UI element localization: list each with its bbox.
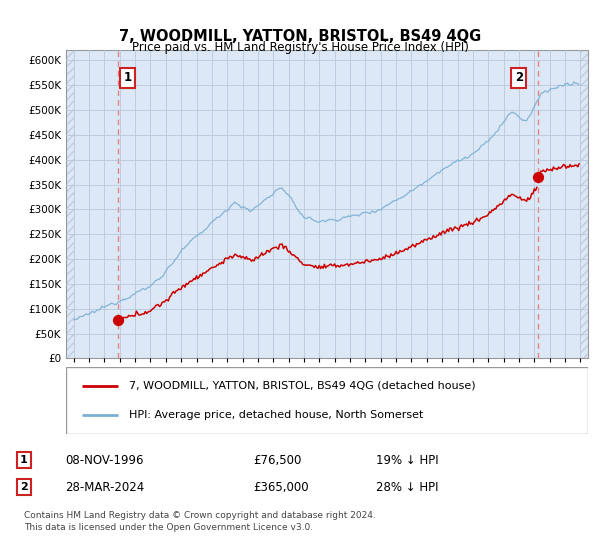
Text: This data is licensed under the Open Government Licence v3.0.: This data is licensed under the Open Gov… [23, 523, 313, 532]
Text: 28-MAR-2024: 28-MAR-2024 [65, 480, 144, 494]
Text: HPI: Average price, detached house, North Somerset: HPI: Average price, detached house, Nort… [128, 410, 423, 420]
FancyBboxPatch shape [66, 367, 588, 434]
Text: 28% ↓ HPI: 28% ↓ HPI [376, 480, 439, 494]
Text: 7, WOODMILL, YATTON, BRISTOL, BS49 4QG (detached house): 7, WOODMILL, YATTON, BRISTOL, BS49 4QG (… [128, 381, 475, 391]
Text: 1: 1 [124, 71, 132, 84]
Point [533, 172, 542, 181]
Text: Price paid vs. HM Land Registry's House Price Index (HPI): Price paid vs. HM Land Registry's House … [131, 41, 469, 54]
Point [113, 316, 122, 325]
Text: 1: 1 [20, 455, 28, 465]
Text: 2: 2 [515, 71, 523, 84]
Text: 2: 2 [20, 482, 28, 492]
Text: Contains HM Land Registry data © Crown copyright and database right 2024.: Contains HM Land Registry data © Crown c… [23, 511, 376, 520]
Text: 7, WOODMILL, YATTON, BRISTOL, BS49 4QG: 7, WOODMILL, YATTON, BRISTOL, BS49 4QG [119, 29, 481, 44]
Text: £76,500: £76,500 [253, 454, 301, 467]
Text: 08-NOV-1996: 08-NOV-1996 [65, 454, 143, 467]
Text: 19% ↓ HPI: 19% ↓ HPI [376, 454, 439, 467]
Text: £365,000: £365,000 [253, 480, 308, 494]
